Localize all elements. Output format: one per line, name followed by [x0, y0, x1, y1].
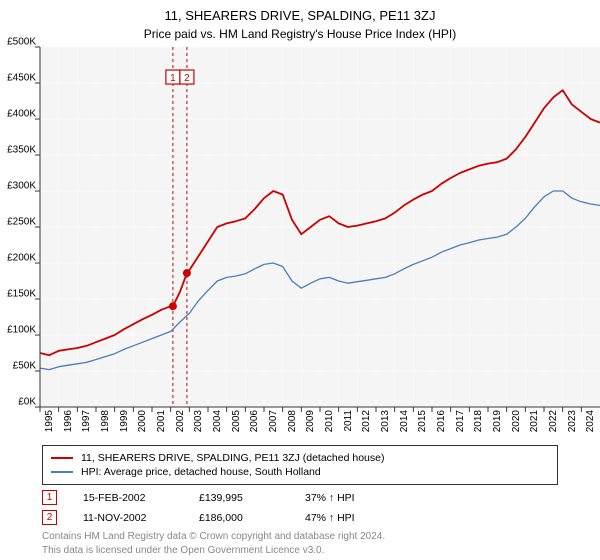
x-tick-label: 2018: [473, 410, 484, 432]
x-tick-label: 1996: [63, 410, 74, 432]
legend-row: 11, SHEARERS DRIVE, SPALDING, PE11 3ZJ (…: [51, 452, 549, 464]
x-tick-label: 2014: [399, 410, 410, 432]
svg-text:2: 2: [184, 73, 190, 84]
legend-label: HPI: Average price, detached house, Sout…: [81, 466, 321, 478]
y-tick-label: £450K: [7, 73, 36, 84]
x-tick-label: 2023: [567, 410, 578, 432]
plot-area: 12: [40, 47, 600, 407]
sale-badge: 1: [42, 490, 57, 505]
y-tick-label: £400K: [7, 109, 36, 120]
x-tick-label: 2007: [268, 410, 279, 432]
x-tick-label: 2009: [305, 410, 316, 432]
x-tick-label: 2001: [156, 410, 167, 432]
sale-date: 15-FEB-2002: [83, 492, 173, 504]
y-tick-label: £150K: [7, 289, 36, 300]
sale-hpi: 47% ↑ HPI: [305, 512, 355, 524]
sale-price: £186,000: [199, 512, 279, 524]
y-axis-labels: £0K£50K£100K£150K£200K£250K£300K£350K£40…: [0, 42, 40, 402]
legend-swatch: [51, 457, 73, 459]
x-tick-label: 2019: [492, 410, 503, 432]
sale-price: £139,995: [199, 492, 279, 504]
x-tick-label: 1998: [100, 410, 111, 432]
x-tick-label: 2006: [249, 410, 260, 432]
x-tick-label: 2012: [361, 410, 372, 432]
y-tick-label: £0K: [18, 397, 36, 408]
x-tick-label: 1995: [44, 410, 55, 432]
x-tick-label: 2002: [175, 410, 186, 432]
svg-text:1: 1: [170, 73, 176, 84]
x-tick-label: 2004: [212, 410, 223, 432]
x-tick-label: 2005: [231, 410, 242, 432]
sale-row: 2 11-NOV-2002 £186,000 47% ↑ HPI: [42, 510, 558, 525]
x-tick-label: 2015: [417, 410, 428, 432]
chart-title: 11, SHEARERS DRIVE, SPALDING, PE11 3ZJ: [0, 0, 600, 23]
chart-container: 11, SHEARERS DRIVE, SPALDING, PE11 3ZJ P…: [0, 0, 600, 560]
x-tick-label: 2022: [548, 410, 559, 432]
y-tick-label: £50K: [13, 361, 36, 372]
sales-table: 1 15-FEB-2002 £139,995 37% ↑ HPI 2 11-NOV-200…: [42, 490, 558, 525]
footer-line-1: Contains HM Land Registry data © Crown c…: [42, 530, 558, 544]
y-tick-label: £200K: [7, 253, 36, 264]
sale-row: 1 15-FEB-2002 £139,995 37% ↑ HPI: [42, 490, 558, 505]
x-tick-label: 2003: [193, 410, 204, 432]
chart-subtitle: Price paid vs. HM Land Registry's House …: [0, 23, 600, 47]
x-tick-label: 2000: [137, 410, 148, 432]
legend-swatch: [51, 471, 73, 473]
y-tick-label: £100K: [7, 325, 36, 336]
x-tick-label: 2016: [436, 410, 447, 432]
x-tick-label: 2021: [529, 410, 540, 432]
x-tick-label: 2013: [380, 410, 391, 432]
y-tick-label: £350K: [7, 145, 36, 156]
footer-line-2: This data is licensed under the Open Gov…: [42, 544, 558, 558]
x-tick-label: 2011: [343, 410, 354, 432]
x-tick-label: 2024: [585, 410, 596, 432]
chart-svg: 12: [40, 47, 600, 407]
sale-date: 11-NOV-2002: [83, 512, 173, 524]
x-tick-label: 2008: [287, 410, 298, 432]
footer: Contains HM Land Registry data © Crown c…: [42, 530, 558, 557]
y-tick-label: £250K: [7, 217, 36, 228]
legend: 11, SHEARERS DRIVE, SPALDING, PE11 3ZJ (…: [42, 445, 558, 485]
legend-label: 11, SHEARERS DRIVE, SPALDING, PE11 3ZJ (…: [81, 452, 384, 464]
x-tick-label: 2017: [455, 410, 466, 432]
y-tick-label: £300K: [7, 181, 36, 192]
legend-row: HPI: Average price, detached house, Sout…: [51, 466, 549, 478]
sale-hpi: 37% ↑ HPI: [305, 492, 355, 504]
sale-badge: 2: [42, 510, 57, 525]
x-tick-label: 2010: [324, 410, 335, 432]
x-tick-label: 1997: [81, 410, 92, 432]
x-tick-label: 2020: [511, 410, 522, 432]
x-tick-label: 1999: [119, 410, 130, 432]
y-tick-label: £500K: [7, 37, 36, 48]
